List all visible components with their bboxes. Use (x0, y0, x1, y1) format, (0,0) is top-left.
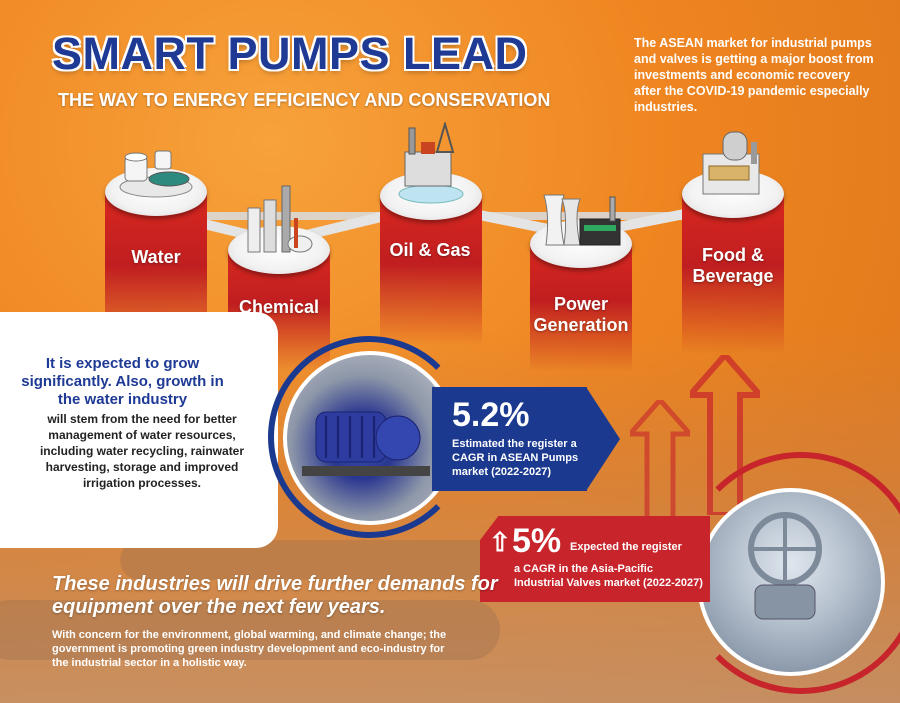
pumps-cagr-value: 5.2% (452, 396, 530, 434)
intro-text: The ASEAN market for industrial pumps an… (634, 36, 874, 114)
industry-label: Food & Beverage (692, 245, 774, 286)
valve-wheel-icon (748, 512, 822, 620)
pumps-stat-arrow (586, 387, 620, 491)
industry-label: Power Generation (533, 294, 629, 335)
pump-photo-ring (268, 336, 470, 538)
callout-pointer (228, 385, 268, 445)
closing-headline: These industries will drive further dema… (52, 573, 498, 618)
food-factory-icon (702, 131, 760, 195)
pillar-cap (228, 226, 330, 274)
pumps-cagr-text: Estimated the register a CAGR in ASEAN P… (452, 438, 579, 478)
growth-arrow-icon (630, 400, 690, 540)
up-arrow-icon: ⇧ (489, 527, 511, 557)
industry-label: Oil & Gas (389, 240, 471, 260)
valve-photo-ring (680, 452, 900, 694)
power-plant-icon (543, 194, 621, 246)
pillar-column (682, 194, 784, 354)
valves-cagr-text: a CAGR in the Asia-Pacific Industrial Va… (514, 563, 703, 589)
chemical-plant-icon (247, 185, 313, 253)
valves-cagr-value: 5% (512, 522, 562, 560)
pillar-column (380, 196, 482, 346)
page-subtitle: THE WAY TO ENERGY EFFICIENCY AND CONSERV… (58, 90, 551, 110)
pump-motor-icon (302, 411, 430, 476)
closing-body: With concern for the environment, global… (52, 629, 447, 669)
water-treatment-icon (119, 150, 193, 198)
valves-stat-panel (480, 516, 710, 602)
pumps-stat-panel (432, 387, 587, 491)
growth-arrow-icon (690, 355, 760, 515)
valves-cagr-lead: Expected the register (570, 541, 682, 553)
page-title: SMART PUMPS LEAD (52, 28, 528, 79)
callout-highlight: It is expected to grow significantly. Al… (21, 355, 224, 408)
industry-label: Water (131, 247, 181, 267)
oil-rig-icon (398, 122, 464, 204)
callout-body: will stem from the need for better manag… (39, 412, 245, 490)
background-pipe (0, 600, 500, 660)
